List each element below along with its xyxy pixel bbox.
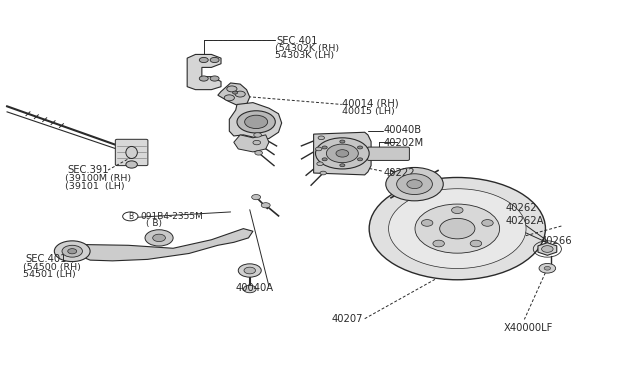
Circle shape — [199, 76, 208, 81]
Circle shape — [317, 162, 323, 166]
Circle shape — [440, 218, 475, 239]
Circle shape — [358, 158, 363, 161]
Text: 40015 (LH): 40015 (LH) — [342, 107, 394, 116]
FancyBboxPatch shape — [115, 139, 148, 166]
Circle shape — [62, 245, 83, 257]
Circle shape — [482, 219, 493, 226]
Circle shape — [244, 267, 255, 274]
Circle shape — [415, 204, 500, 253]
Text: 091B4-2355M: 091B4-2355M — [140, 212, 203, 221]
Circle shape — [145, 230, 173, 246]
Text: (54302K (RH): (54302K (RH) — [275, 44, 339, 52]
Text: 40266: 40266 — [540, 236, 572, 246]
Text: 40222: 40222 — [384, 168, 415, 178]
Polygon shape — [234, 135, 269, 152]
Polygon shape — [187, 54, 221, 90]
Text: SEC.391: SEC.391 — [68, 166, 109, 176]
Text: (39100M (RH): (39100M (RH) — [65, 174, 131, 183]
Circle shape — [322, 158, 327, 161]
Circle shape — [210, 57, 219, 62]
Circle shape — [227, 86, 237, 92]
Text: X40000LF: X40000LF — [504, 323, 554, 333]
Circle shape — [224, 95, 234, 101]
Circle shape — [388, 189, 526, 269]
Circle shape — [320, 171, 326, 175]
Text: 40202M: 40202M — [384, 138, 424, 148]
Text: SEC.401: SEC.401 — [25, 254, 67, 264]
Circle shape — [318, 136, 324, 140]
Circle shape — [238, 264, 261, 277]
Text: 54501 (LH): 54501 (LH) — [23, 270, 76, 279]
Polygon shape — [70, 229, 253, 261]
Circle shape — [541, 246, 553, 252]
Circle shape — [539, 263, 556, 273]
Ellipse shape — [126, 161, 138, 168]
Text: (39101  (LH): (39101 (LH) — [65, 182, 124, 190]
Circle shape — [433, 240, 444, 247]
Circle shape — [470, 240, 482, 247]
Circle shape — [322, 146, 327, 149]
Polygon shape — [314, 132, 371, 175]
Text: 40262: 40262 — [505, 203, 537, 213]
Circle shape — [421, 219, 433, 226]
Circle shape — [255, 151, 262, 155]
Circle shape — [243, 285, 256, 293]
Circle shape — [316, 138, 369, 169]
Polygon shape — [538, 243, 557, 255]
Circle shape — [340, 140, 345, 143]
Circle shape — [252, 195, 260, 200]
Circle shape — [232, 91, 237, 94]
FancyBboxPatch shape — [367, 147, 410, 160]
Circle shape — [261, 203, 270, 208]
Text: 40014 (RH): 40014 (RH) — [342, 99, 398, 109]
Text: 40040A: 40040A — [236, 283, 274, 293]
Circle shape — [452, 207, 463, 214]
Circle shape — [253, 140, 260, 145]
Circle shape — [199, 57, 208, 62]
Text: 40207: 40207 — [332, 314, 363, 324]
Circle shape — [254, 133, 262, 137]
Circle shape — [326, 144, 358, 163]
Circle shape — [369, 177, 545, 280]
Circle shape — [386, 167, 444, 201]
Text: ( B): ( B) — [147, 219, 163, 228]
Ellipse shape — [126, 147, 138, 158]
Circle shape — [316, 147, 322, 151]
Circle shape — [358, 146, 363, 149]
Circle shape — [544, 266, 550, 270]
Circle shape — [153, 234, 166, 241]
Circle shape — [397, 174, 433, 195]
Text: 54303K (LH): 54303K (LH) — [275, 51, 335, 60]
Text: 40040B: 40040B — [384, 125, 422, 135]
Circle shape — [237, 111, 275, 133]
Circle shape — [336, 150, 349, 157]
Circle shape — [235, 91, 245, 97]
Circle shape — [407, 180, 422, 189]
Text: 40262A: 40262A — [505, 216, 544, 226]
Circle shape — [210, 76, 219, 81]
Polygon shape — [218, 83, 250, 105]
Text: B: B — [128, 212, 133, 221]
Text: SEC.401: SEC.401 — [276, 36, 318, 46]
Text: (54500 (RH): (54500 (RH) — [23, 263, 81, 272]
Circle shape — [123, 212, 138, 221]
Circle shape — [244, 115, 268, 129]
Circle shape — [54, 241, 90, 262]
Circle shape — [68, 248, 77, 254]
Circle shape — [340, 164, 345, 167]
Polygon shape — [229, 103, 282, 140]
